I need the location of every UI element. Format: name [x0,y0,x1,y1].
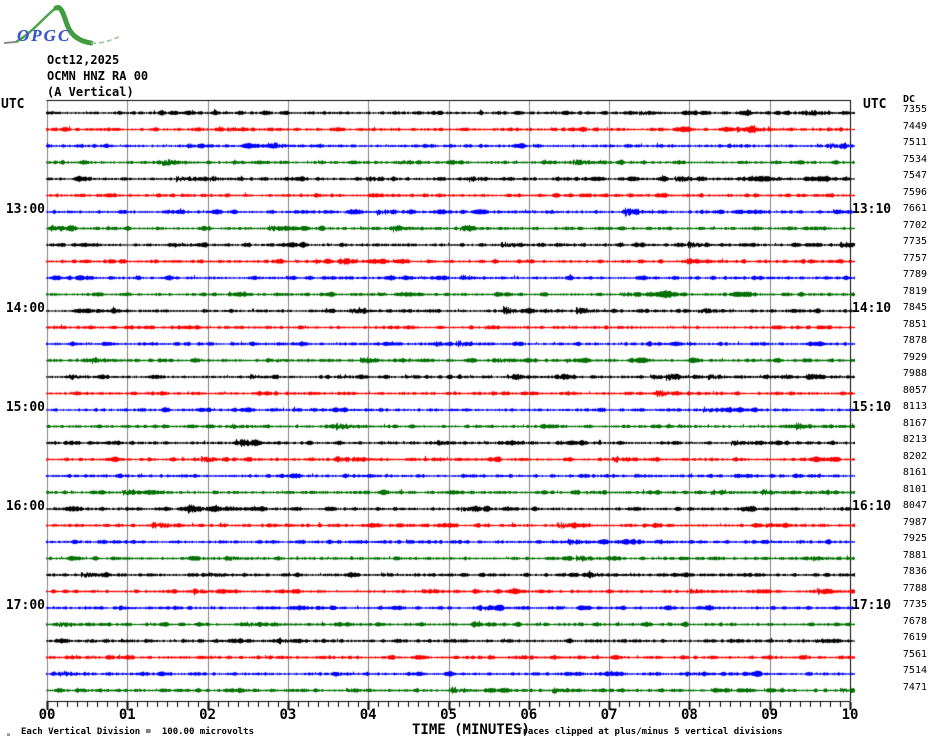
hour-label-right: 14:10 [852,301,892,316]
logo-ascent [15,6,57,44]
opgc-logo-text: OPGC [17,26,72,45]
dc-value: 7878 [902,335,927,346]
dc-value: 7702 [902,219,927,231]
x-tick-label: 03 [279,707,297,723]
dc-value: 7449 [902,120,927,132]
dc-value: 7619 [902,632,927,643]
hour-label-left: 17:00 [5,598,45,613]
utc-label-left: UTC [1,97,25,112]
x-tick-label: 00 [38,707,56,723]
dc-value: 8167 [902,417,927,429]
dc-value: 7534 [902,153,927,165]
hour-label-right: 16:10 [852,499,892,514]
x-tick-label: 08 [680,707,698,723]
dc-value: 7596 [902,186,927,198]
logo-dash [3,41,17,44]
dc-value: 7735 [902,599,927,610]
hour-label-left: 13:00 [5,202,45,217]
dc-value: 7881 [902,549,927,561]
dc-value: 7925 [902,533,927,544]
footer-scale-note: Each Vertical Division = 100.00 microvol… [21,727,254,737]
dc-value: 7678 [902,615,927,627]
station-label: OCMN HNZ RA 00 [47,69,149,83]
footer-clip-note: Traces clipped at plus/minus 5 vertical … [517,727,783,737]
logo-peak [53,5,94,46]
hour-label-left: 16:00 [5,499,45,514]
dc-value: 8101 [902,483,927,495]
dc-value: 8161 [902,467,927,478]
dc-value: 8057 [902,384,927,396]
x-tick-label: 10 [841,707,859,723]
component-label: (A Vertical) [47,85,134,99]
dc-value: 7845 [902,302,927,313]
x-axis-title: TIME (MINUTES) [411,722,530,738]
dc-value: 7929 [902,351,927,363]
x-tick-label: 09 [761,707,779,723]
x-tick-label: 04 [359,707,377,723]
opgc-logo [3,5,122,46]
dc-value: 7514 [902,665,927,676]
dc-value: 8213 [902,434,927,445]
dc-value: 7471 [902,681,927,693]
dc-value: 7836 [902,566,927,577]
x-tick-label: 06 [520,707,538,723]
dc-column-header: DC [903,94,916,105]
hour-label-left: 14:00 [5,301,45,316]
x-tick-label: 01 [118,707,136,723]
logo-tail [90,35,122,44]
dc-value: 7987 [902,516,927,528]
dc-value: 7547 [902,170,927,181]
x-tick-label: 05 [440,707,457,723]
dc-value: 7757 [902,252,927,264]
hour-label-right: 17:10 [852,598,892,613]
dc-value: 7789 [902,269,927,280]
scale-mark-icon: ₘ [6,729,11,738]
dc-value: 7355 [902,104,927,115]
hour-label-left: 15:00 [5,400,45,415]
dc-value: 7561 [902,648,927,660]
dc-value: 7511 [902,137,927,148]
dc-value: 7735 [902,236,927,247]
date-label: Oct12,2025 [47,53,120,67]
utc-label-right: UTC [863,97,887,112]
dc-value: 8047 [902,500,927,511]
hour-label-right: 13:10 [852,202,892,217]
dc-value: 7819 [902,285,927,297]
x-tick-label: 07 [600,707,618,723]
x-tick-label: 02 [199,707,217,723]
dc-value: 7661 [902,203,927,214]
hour-label-right: 15:10 [852,400,892,415]
dc-value: 8202 [902,450,927,462]
dc-value: 7988 [902,368,927,379]
dc-value: 7851 [902,318,927,330]
dc-value: 8113 [902,401,927,412]
dc-value: 7788 [902,582,927,594]
